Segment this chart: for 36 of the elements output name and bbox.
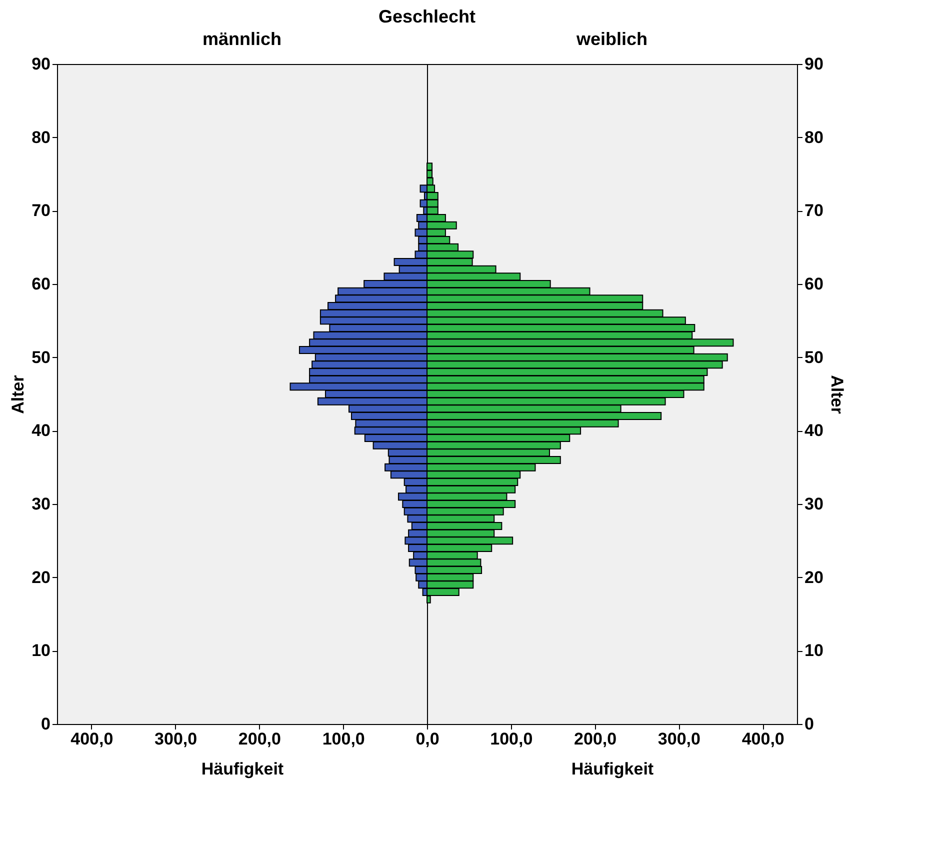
y-tick-label: 70 bbox=[804, 201, 824, 220]
y-tick-label: 0 bbox=[804, 714, 814, 734]
x-tick-label: 300,0 bbox=[154, 730, 198, 748]
x-tick-label: 100,0 bbox=[490, 730, 533, 748]
y-tick-label: 10 bbox=[804, 641, 824, 660]
x-tick-label: 200,0 bbox=[238, 730, 281, 748]
y-tick-label: 70 bbox=[32, 201, 50, 220]
y-tick-label: 50 bbox=[804, 348, 824, 367]
y-tick-label: 10 bbox=[32, 641, 50, 660]
x-tick-label: 300,0 bbox=[658, 730, 700, 748]
y-tick-label: 30 bbox=[32, 494, 50, 514]
y-tick-label: 90 bbox=[32, 54, 50, 74]
x-axis-title: Häufigkeit bbox=[201, 760, 284, 778]
y-tick-label: 40 bbox=[32, 421, 50, 440]
x-tick-label: 0,0 bbox=[416, 730, 440, 748]
y-tick-label: 0 bbox=[41, 714, 50, 734]
y-tick-label: 20 bbox=[804, 568, 824, 587]
y-tick-label: 40 bbox=[804, 421, 824, 440]
y-tick-label: 80 bbox=[32, 128, 50, 147]
y-tick-label: 80 bbox=[804, 128, 824, 147]
x-axis-title: Häufigkeit bbox=[571, 760, 654, 778]
x-tick-label: 400,0 bbox=[70, 730, 114, 748]
y-axis-title: Alter bbox=[827, 375, 846, 414]
y-tick-label: 50 bbox=[32, 348, 50, 367]
legend-title: Geschlecht bbox=[378, 6, 476, 26]
x-tick-label: 200,0 bbox=[574, 730, 617, 748]
y-tick-label: 30 bbox=[804, 494, 824, 514]
chart-title: männlich bbox=[202, 29, 282, 49]
y-tick-label: 60 bbox=[32, 274, 50, 294]
x-tick-label: 400,0 bbox=[742, 730, 784, 748]
y-axis-title: Alter bbox=[8, 374, 28, 414]
y-tick-label: 20 bbox=[32, 568, 50, 587]
chart-title: weiblich bbox=[575, 29, 648, 49]
y-tick-label: 60 bbox=[804, 274, 824, 294]
y-tick-label: 90 bbox=[804, 54, 824, 74]
x-tick-label: 100,0 bbox=[322, 730, 365, 748]
